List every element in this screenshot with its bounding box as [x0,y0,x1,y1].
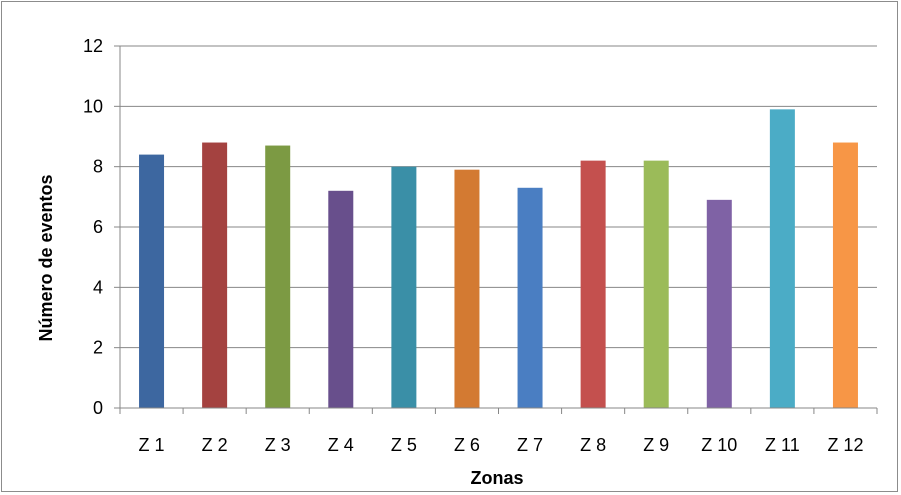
bars [139,109,858,409]
x-tick-labels: Z 1 Z 2 Z 3 Z 4 Z 5 Z 6 Z 7 Z 8 Z 9 Z 10 Z 11 Z 12 [139,435,864,455]
x-tick-label: Z 2 [202,435,228,455]
bar-z7 [517,187,543,408]
x-tick-label: Z 1 [139,435,165,455]
x-tick-label: Z 12 [827,435,863,455]
x-tick-label: Z 4 [328,435,354,455]
bar-z4 [328,190,354,408]
x-tick-label: Z 10 [701,435,737,455]
bar-z2 [202,142,228,409]
bar-z5 [391,166,417,408]
y-axis-title: Número de eventos [36,174,56,341]
x-tick-label: Z 6 [454,435,480,455]
y-tick-label: 12 [83,36,103,56]
gridlines [120,45,877,349]
bar-z3 [265,145,291,409]
x-tick-label: Z 3 [265,435,291,455]
x-tick-label: Z 8 [580,435,606,455]
bar-z11 [769,109,795,408]
y-tick-label: 0 [93,398,103,418]
x-axis-title: Zonas [470,468,523,488]
y-tick-label: 10 [83,96,103,116]
y-tick-label: 6 [93,217,103,237]
bar-z8 [580,160,606,408]
y-tick-label: 8 [93,157,103,177]
bar-z10 [706,199,732,408]
x-tick-label: Z 9 [643,435,669,455]
axes [114,45,878,414]
bar-z6 [454,169,480,408]
bar-z1 [139,154,165,408]
bar-z12 [832,142,858,409]
y-tick-label: 2 [93,338,103,358]
y-tick-label: 4 [93,277,103,297]
x-tick-label: Z 11 [765,435,800,455]
x-tick-label: Z 5 [391,435,417,455]
y-tick-labels: 0 2 4 6 8 10 12 [83,36,103,418]
x-tick-label: Z 7 [517,435,543,455]
bar-z9 [643,160,669,408]
